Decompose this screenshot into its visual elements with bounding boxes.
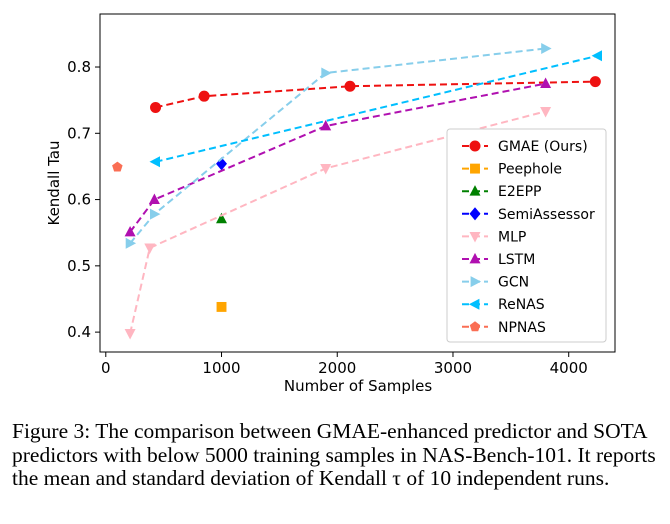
series-layer: [112, 43, 602, 340]
legend-entry-gcn: GCN: [462, 275, 529, 291]
series-e2epp: [216, 212, 227, 224]
series-gcn: [125, 43, 552, 249]
data-point: [320, 164, 332, 175]
series-line: [155, 80, 596, 109]
x-tick-label: 2000: [318, 359, 356, 377]
legend-label: Peephole: [498, 162, 562, 178]
x-tick-label: 1000: [202, 359, 240, 377]
legend: GMAE (Ours) Peephole E2EPP SemiAssessor MLP L…: [446, 128, 607, 343]
y-tick-label: 0.4: [67, 323, 91, 341]
series-peephole: [216, 301, 227, 312]
legend-marker: [469, 207, 481, 221]
legend-entry-npnas: NPNAS: [462, 320, 546, 336]
legend-entry-e2epp: E2EPP: [462, 184, 541, 200]
data-point: [144, 243, 156, 254]
data-point: [321, 67, 332, 79]
legend-label: ReNAS: [498, 297, 545, 313]
x-tick-label: 4000: [550, 359, 588, 377]
data-point: [150, 101, 162, 113]
figure-caption: Figure 3: The comparison between GMAE-en…: [12, 419, 656, 490]
series-npnas: [112, 161, 123, 172]
series-line: [155, 54, 598, 163]
legend-marker: [470, 276, 482, 288]
legend-label: GMAE (Ours): [498, 139, 588, 155]
legend-label: LSTM: [498, 252, 535, 268]
data-point: [320, 120, 332, 131]
legend-marker: [469, 232, 481, 243]
y-tick-label: 0.5: [67, 257, 91, 275]
series-line: [129, 82, 546, 233]
data-point: [150, 208, 161, 220]
legend-entry-renas: ReNAS: [462, 297, 545, 313]
legend-marker: [469, 140, 481, 152]
data-point: [589, 76, 601, 88]
series-mlp: [124, 107, 552, 340]
data-point: [149, 156, 160, 168]
data-point: [344, 80, 356, 92]
data-point: [198, 90, 210, 102]
legend-label: MLP: [498, 229, 526, 245]
legend-marker: [470, 163, 480, 174]
ticks-layer: 0 1000 2000 3000 4000 0.4 0.5 0.6 0.7 0.8: [67, 58, 588, 377]
chart: 0 1000 2000 3000 4000 0.4 0.5 0.6 0.7 0.8 Number …: [45, 13, 616, 395]
data-point: [216, 212, 227, 224]
legend-marker: [468, 298, 480, 310]
legend-label: GCN: [498, 275, 529, 291]
legend-entry-mlp: MLP: [462, 229, 526, 245]
legend-label: SemiAssessor: [498, 207, 595, 223]
legend-label: NPNAS: [498, 320, 546, 336]
data-point: [124, 226, 136, 237]
data-point: [148, 193, 160, 204]
legend-entry-gmae-ours: GMAE (Ours): [462, 139, 588, 155]
y-axis-label: Kendall Tau: [45, 140, 63, 225]
data-point: [540, 77, 552, 88]
legend-entry-peephole: Peephole: [462, 162, 562, 178]
series-renas: [149, 50, 602, 168]
y-tick-label: 0.6: [67, 191, 91, 209]
data-point: [591, 50, 602, 62]
data-point: [112, 161, 123, 172]
legend-marker: [469, 185, 481, 196]
legend-label: E2EPP: [498, 184, 541, 200]
data-point: [216, 301, 227, 312]
series-lstm: [124, 77, 552, 237]
legend-entry-semiassessor: SemiAssessor: [462, 207, 595, 223]
series-line: [129, 47, 546, 244]
data-point: [540, 107, 552, 118]
x-axis-label: Number of Samples: [284, 377, 432, 395]
y-tick-label: 0.8: [67, 58, 91, 76]
data-point: [124, 329, 136, 340]
x-tick-label: 0: [101, 359, 111, 377]
y-tick-label: 0.7: [67, 124, 91, 142]
legend-entry-lstm: LSTM: [462, 252, 535, 268]
data-point: [541, 43, 552, 54]
series-gmae-ours: [150, 76, 601, 113]
legend-frame: [446, 128, 607, 343]
plot-area: [99, 13, 616, 353]
legend-marker: [469, 252, 481, 264]
legend-marker: [469, 321, 481, 332]
x-tick-label: 3000: [434, 359, 472, 377]
data-point: [125, 237, 137, 249]
